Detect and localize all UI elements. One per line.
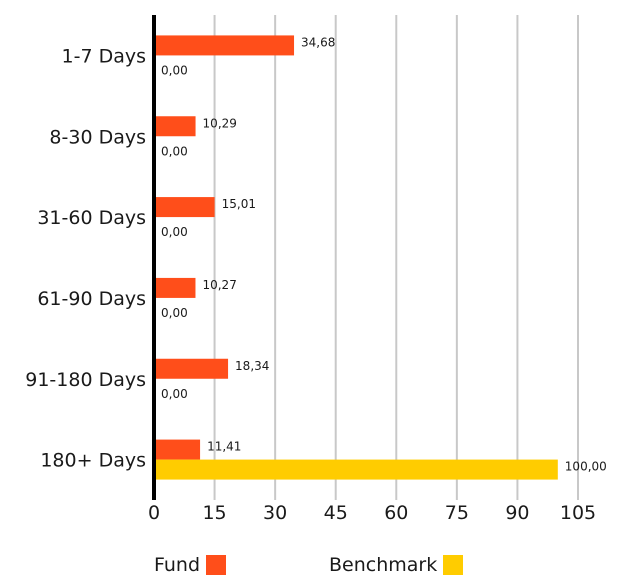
fund-value-label: 18,34 (235, 359, 269, 373)
x-tick-label: 90 (505, 502, 529, 524)
fund-bar (154, 116, 196, 137)
x-tick-label: 75 (445, 502, 469, 524)
fund-bar (154, 197, 215, 218)
fund-value-label: 10,27 (202, 278, 236, 292)
x-tick-label: 0 (148, 502, 160, 524)
category-label: 31-60 Days (37, 207, 146, 229)
fund-bar (154, 439, 201, 460)
fund-bar (154, 358, 229, 379)
benchmark-value-label: 0,00 (161, 387, 188, 401)
legend-benchmark: Benchmark (329, 554, 464, 576)
category-label: 1-7 Days (62, 45, 147, 67)
bars (154, 35, 558, 480)
legend-fund-swatch (206, 555, 227, 575)
fund-value-label: 34,68 (301, 35, 335, 49)
x-tick-label: 105 (560, 502, 596, 524)
legend-fund-label: Fund (154, 554, 201, 576)
benchmark-value-label: 0,00 (161, 225, 188, 239)
x-tick-labels: 0 15 30 45 60 75 90 105 (148, 502, 596, 524)
category-label: 61-90 Days (37, 288, 146, 310)
fund-value-label: 10,29 (203, 116, 237, 130)
benchmark-value-label: 0,00 (161, 306, 188, 320)
x-tick-label: 45 (324, 502, 348, 524)
x-tick-label: 15 (202, 502, 226, 524)
category-label: 91-180 Days (25, 369, 146, 391)
fund-bar (154, 277, 196, 298)
fund-bar (154, 35, 295, 56)
benchmark-value-label: 100,00 (565, 460, 607, 474)
data-labels: 34,68 0,00 10,29 0,00 15,01 0,00 10,27 0,00 18,3… (161, 35, 607, 473)
fund-value-label: 11,41 (207, 440, 241, 454)
legend-benchmark-swatch (443, 555, 464, 575)
category-labels: 1-7 Days 8-30 Days 31-60 Days 61-90 Days 91-… (25, 45, 146, 471)
benchmark-bar (154, 459, 558, 480)
category-label: 8-30 Days (49, 126, 146, 148)
benchmark-value-label: 0,00 (161, 144, 188, 158)
category-label: 180+ Days (40, 450, 146, 472)
fund-value-label: 15,01 (222, 197, 256, 211)
legend-benchmark-label: Benchmark (329, 554, 438, 576)
x-tick-label: 60 (384, 502, 408, 524)
grid-lines (213, 15, 579, 500)
x-tick-label: 30 (263, 502, 287, 524)
benchmark-value-label: 0,00 (161, 63, 188, 77)
legend-fund: Fund (154, 554, 227, 576)
